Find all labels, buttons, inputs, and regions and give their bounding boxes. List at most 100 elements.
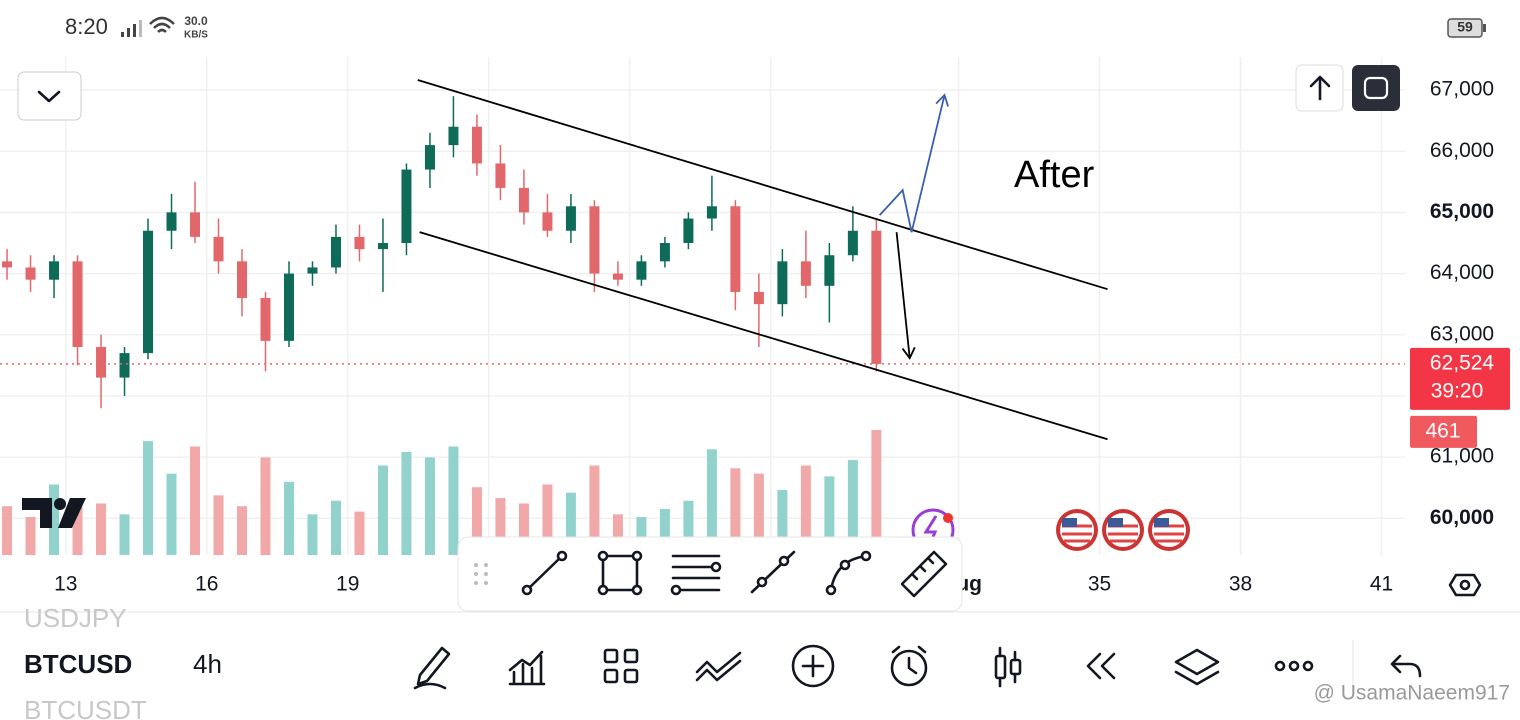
fib-tool[interactable] — [670, 554, 722, 596]
y-tick-label: 64,000 — [1430, 261, 1494, 284]
path-tool[interactable] — [825, 550, 872, 596]
drawing-line — [878, 94, 946, 233]
volume-bar — [800, 465, 811, 555]
status-time: 8:20 — [65, 14, 108, 39]
volume-bar — [753, 473, 764, 555]
ray-tool[interactable] — [750, 550, 796, 594]
candle-body — [307, 267, 318, 274]
volume-bar — [307, 514, 318, 555]
battery-level: 59 — [1457, 19, 1473, 35]
candle-body — [448, 126, 459, 146]
ruler-tool[interactable] — [900, 550, 948, 598]
rectangle-tool[interactable] — [597, 550, 643, 596]
volume-bar — [213, 495, 224, 555]
volume-bar — [377, 465, 388, 555]
undo-button[interactable] — [1390, 654, 1422, 678]
strategy-button[interactable] — [695, 651, 742, 682]
settings-button[interactable] — [1448, 573, 1482, 597]
volume-bar — [448, 446, 459, 555]
volume-bar — [49, 484, 60, 555]
battery-icon — [1447, 18, 1483, 38]
layers-button[interactable] — [1174, 648, 1220, 686]
x-tick-label: 16 — [195, 573, 218, 596]
volume-bar — [565, 492, 576, 555]
candle-body — [542, 212, 553, 231]
drawing-line — [419, 231, 1108, 441]
drawing-line — [417, 79, 1108, 291]
symbol-below[interactable]: BTCUSDT — [24, 695, 147, 720]
candle-body — [166, 212, 177, 231]
last-price-box — [1410, 347, 1510, 410]
event-flags[interactable] — [1056, 509, 1190, 551]
annotation-text: After — [1014, 154, 1095, 196]
watermark: @ UsamaNaeem917 — [1314, 682, 1510, 705]
candle-body — [401, 169, 412, 243]
y-tick-label: 67,000 — [1430, 78, 1494, 101]
layout-button[interactable] — [603, 648, 639, 684]
drawing-toolbar — [457, 536, 963, 612]
candle-body — [777, 261, 788, 305]
candle-body — [636, 261, 647, 280]
volume-bar — [424, 457, 435, 555]
candle-body — [190, 212, 201, 237]
countdown-label: 39:20 — [1431, 379, 1484, 402]
volume-bar — [330, 500, 341, 555]
x-tick-label: 19 — [336, 573, 359, 596]
wifi-icon — [149, 16, 175, 33]
volume-bar — [236, 506, 247, 555]
draw-button[interactable] — [413, 646, 451, 690]
x-tick-label: 38 — [1229, 573, 1252, 596]
volume-bar — [25, 517, 36, 555]
current-symbol[interactable]: BTCUSD — [24, 649, 132, 679]
grid — [0, 57, 1405, 555]
indicators-button[interactable] — [508, 650, 546, 686]
volume-bar — [354, 511, 365, 555]
scroll-up-button[interactable] — [1295, 64, 1344, 112]
volume-bar — [166, 473, 177, 555]
trend-line-tool[interactable] — [521, 550, 568, 596]
candle-body — [283, 273, 294, 341]
volume-bar — [143, 441, 154, 555]
fullscreen-button[interactable] — [1352, 65, 1400, 111]
candle-body — [495, 163, 506, 188]
candle-body — [471, 126, 482, 164]
chart-type-button[interactable] — [994, 646, 1022, 688]
volume-bar — [847, 460, 858, 555]
volume-bar — [495, 498, 506, 555]
add-button[interactable] — [791, 644, 835, 688]
volume-bar — [589, 465, 600, 555]
y-tick-label: 63,000 — [1430, 322, 1494, 345]
drawings — [417, 79, 1108, 441]
price-axis: 60,00061,00062,00063,00064,00065,00066,0… — [1410, 78, 1510, 529]
candle-body — [706, 206, 717, 219]
replay-button[interactable] — [1086, 652, 1116, 680]
volume-bar — [401, 451, 412, 555]
volume-bar — [871, 430, 882, 555]
candle-body — [96, 346, 107, 378]
candle-body — [260, 298, 271, 341]
candle-body — [847, 230, 858, 256]
more-button[interactable] — [1274, 660, 1314, 672]
candle-body — [824, 255, 835, 286]
y-tick-label: 66,000 — [1430, 139, 1494, 162]
symbol-menu-button[interactable] — [17, 71, 82, 121]
volume-bar — [190, 446, 201, 555]
tv-logo — [22, 498, 86, 528]
y-tick-label: 61,000 — [1430, 445, 1494, 468]
volume-pane — [2, 430, 882, 555]
signal-icon — [121, 20, 142, 37]
volume-bar — [824, 476, 835, 555]
candle-body — [683, 218, 694, 243]
interval[interactable]: 4h — [193, 649, 222, 679]
drawing-line — [895, 232, 911, 359]
candle-body — [354, 236, 365, 250]
symbol-above[interactable]: USDJPY — [24, 603, 127, 633]
toolbar-handle[interactable] — [474, 563, 488, 585]
y-tick-label: 60,000 — [1430, 506, 1494, 529]
alert-button[interactable] — [890, 645, 928, 687]
y-tick-label: 65,000 — [1430, 200, 1494, 223]
volume-bar — [659, 508, 670, 555]
volume-label: 461 — [1425, 419, 1460, 442]
candle-body — [424, 145, 435, 170]
